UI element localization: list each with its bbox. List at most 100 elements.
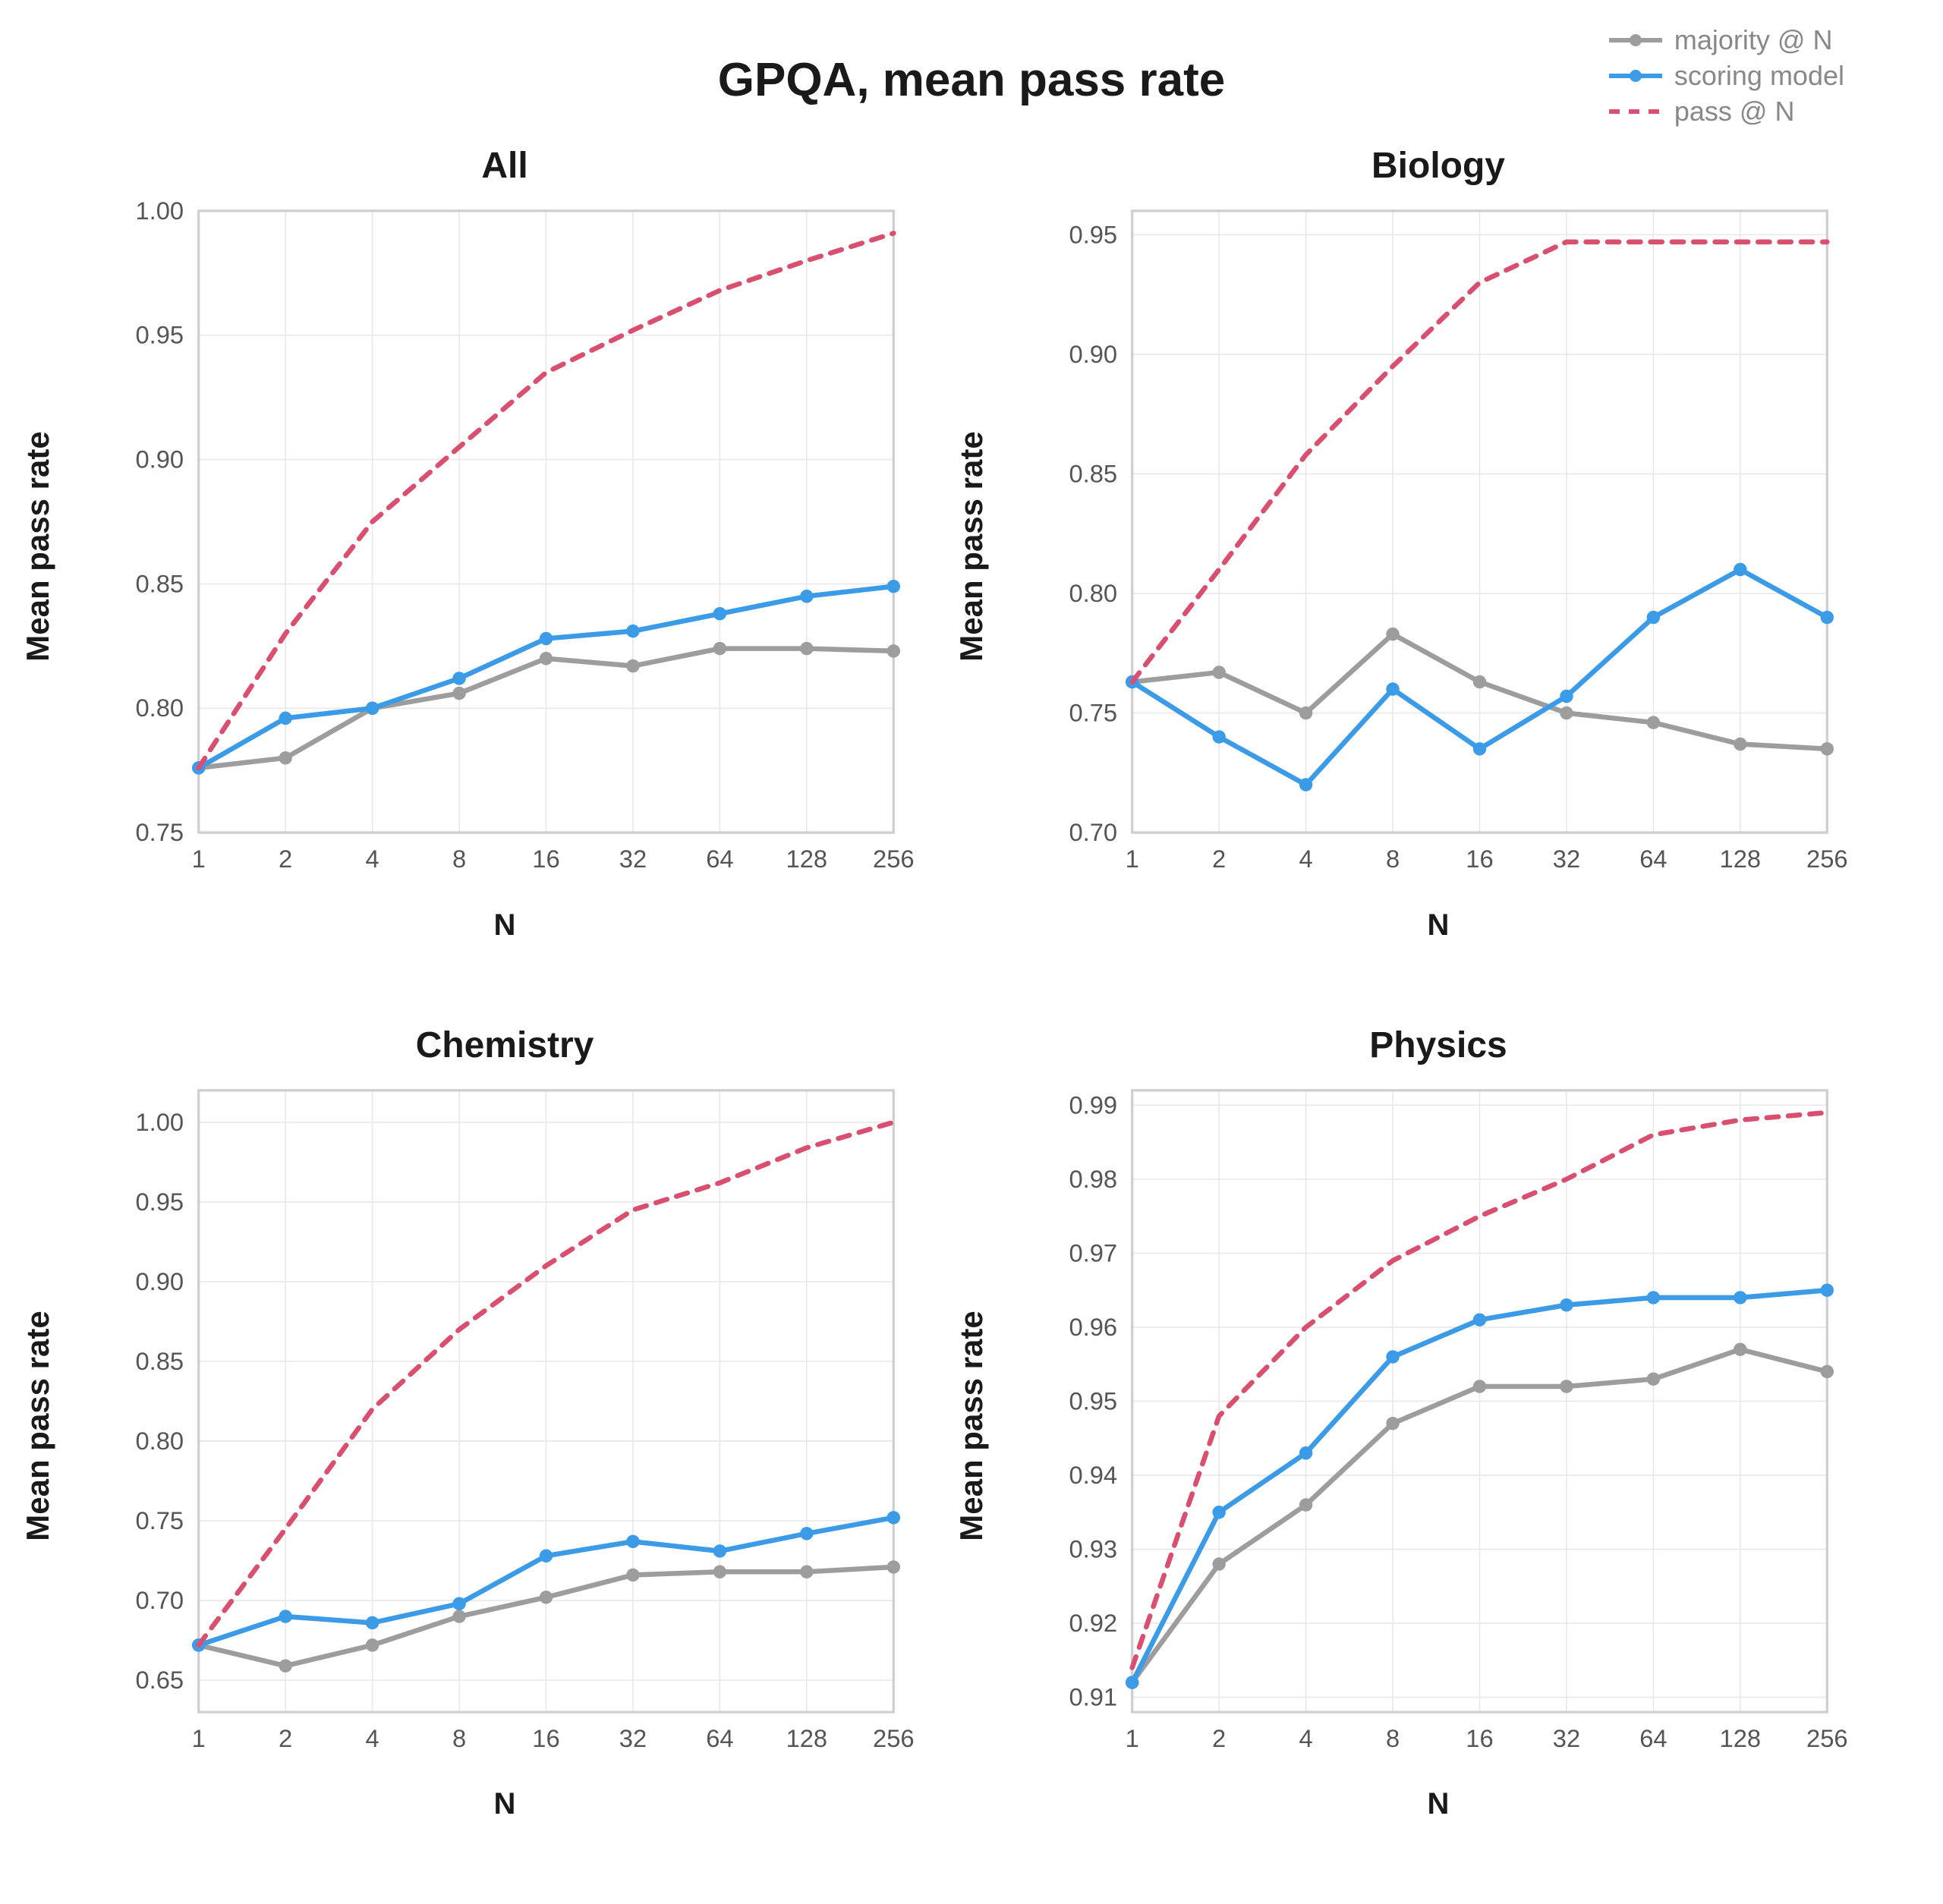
series-marker-scoring — [366, 1616, 379, 1629]
series-marker-scoring — [1299, 1446, 1312, 1459]
series-marker-majority — [800, 642, 813, 655]
svg-text:0.65: 0.65 — [135, 1665, 184, 1693]
chart-svg: 0.700.750.800.850.900.951248163264128256 — [1025, 194, 1852, 899]
series-marker-scoring — [279, 712, 291, 725]
svg-text:0.90: 0.90 — [135, 445, 184, 473]
svg-text:4: 4 — [366, 845, 379, 873]
svg-text:0.85: 0.85 — [135, 1346, 184, 1374]
svg-text:0.95: 0.95 — [135, 321, 184, 349]
series-marker-scoring — [540, 1549, 553, 1562]
series-marker-majority — [1299, 1498, 1312, 1511]
svg-text:4: 4 — [366, 1723, 379, 1751]
svg-text:1: 1 — [192, 845, 206, 873]
svg-text:4: 4 — [1299, 845, 1313, 873]
series-marker-majority — [713, 642, 726, 655]
svg-text:0.70: 0.70 — [135, 1585, 184, 1613]
y-axis-label: Mean pass rate — [20, 1311, 56, 1541]
svg-text:0.80: 0.80 — [1069, 579, 1117, 607]
legend-label: pass @ N — [1674, 94, 1795, 130]
svg-text:8: 8 — [452, 845, 466, 873]
series-marker-scoring — [1821, 611, 1834, 624]
x-axis-label: N — [91, 1787, 918, 1821]
svg-text:16: 16 — [1466, 1723, 1493, 1751]
series-marker-majority — [1734, 738, 1746, 751]
series-marker-scoring — [1647, 1291, 1660, 1304]
series-marker-majority — [1386, 628, 1399, 640]
series-marker-majority — [1212, 666, 1225, 678]
series-marker-majority — [1473, 675, 1486, 688]
series-marker-scoring — [1560, 690, 1573, 703]
legend: majority @ Nscoring modelpass @ N — [1609, 23, 1844, 129]
series-marker-majority — [1647, 716, 1660, 729]
series-marker-majority — [366, 1638, 379, 1651]
svg-text:64: 64 — [1639, 845, 1667, 873]
svg-text:128: 128 — [786, 845, 828, 873]
series-marker-majority — [713, 1565, 726, 1578]
x-axis-label: N — [1025, 908, 1852, 943]
series-marker-majority — [1734, 1342, 1746, 1355]
svg-text:64: 64 — [1639, 1723, 1667, 1751]
series-marker-scoring — [1212, 1506, 1225, 1518]
series-marker-majority — [1473, 1380, 1486, 1393]
svg-text:16: 16 — [532, 845, 559, 873]
series-marker-scoring — [540, 632, 553, 645]
svg-text:16: 16 — [532, 1723, 559, 1751]
legend-label: majority @ N — [1674, 23, 1833, 58]
series-marker-scoring — [366, 702, 379, 715]
svg-text:1.00: 1.00 — [135, 197, 184, 225]
series-marker-scoring — [800, 1527, 813, 1540]
series-marker-majority — [1821, 742, 1834, 755]
panel-title: All — [91, 145, 918, 187]
svg-text:8: 8 — [452, 1723, 466, 1751]
svg-text:0.95: 0.95 — [1069, 1386, 1117, 1415]
y-axis-label: Mean pass rate — [953, 1311, 990, 1541]
chart-panel: ChemistryMean pass rate0.650.700.750.800… — [91, 1024, 918, 1821]
series-marker-scoring — [1212, 730, 1225, 743]
svg-text:0.75: 0.75 — [135, 818, 184, 846]
series-marker-scoring — [1386, 1350, 1399, 1363]
svg-text:0.90: 0.90 — [135, 1267, 184, 1295]
svg-text:0.85: 0.85 — [1069, 459, 1117, 487]
svg-text:0.95: 0.95 — [135, 1187, 184, 1215]
series-marker-scoring — [713, 1544, 726, 1557]
series-marker-majority — [540, 652, 553, 665]
series-marker-scoring — [800, 590, 813, 603]
series-marker-majority — [540, 1591, 553, 1603]
series-marker-majority — [800, 1565, 813, 1578]
svg-text:32: 32 — [1553, 1723, 1580, 1751]
y-axis-label: Mean pass rate — [20, 432, 56, 662]
svg-text:1: 1 — [192, 1723, 206, 1751]
series-marker-scoring — [1473, 1313, 1486, 1326]
svg-text:2: 2 — [1212, 1723, 1226, 1751]
svg-text:8: 8 — [1386, 1723, 1400, 1751]
legend-item: scoring model — [1609, 58, 1844, 94]
svg-text:0.97: 0.97 — [1069, 1238, 1117, 1267]
svg-text:0.98: 0.98 — [1069, 1164, 1117, 1192]
series-marker-scoring — [1734, 563, 1746, 576]
series-marker-scoring — [1821, 1283, 1834, 1296]
series-marker-majority — [887, 1560, 900, 1573]
series-marker-scoring — [279, 1610, 291, 1622]
series-marker-majority — [626, 1568, 639, 1581]
chart-svg: 0.650.700.750.800.850.900.951.0012481632… — [91, 1074, 918, 1779]
svg-text:0.70: 0.70 — [1069, 818, 1117, 846]
legend-item: pass @ N — [1609, 94, 1844, 130]
series-marker-majority — [1299, 707, 1312, 719]
chart-panel: BiologyMean pass rate0.700.750.800.850.9… — [1025, 145, 1852, 941]
legend-item: majority @ N — [1609, 23, 1844, 58]
svg-text:0.93: 0.93 — [1069, 1534, 1117, 1563]
svg-text:2: 2 — [279, 845, 292, 873]
series-marker-scoring — [713, 607, 726, 620]
svg-text:128: 128 — [786, 1723, 828, 1751]
svg-text:0.75: 0.75 — [1069, 698, 1117, 726]
panel-title: Chemistry — [91, 1024, 918, 1066]
svg-text:0.96: 0.96 — [1069, 1312, 1117, 1340]
svg-text:64: 64 — [706, 1723, 733, 1751]
x-axis-label: N — [1025, 1787, 1852, 1821]
series-marker-majority — [1560, 707, 1573, 719]
svg-text:256: 256 — [873, 845, 915, 873]
svg-text:1: 1 — [1126, 845, 1139, 873]
series-marker-scoring — [1126, 1676, 1138, 1688]
series-marker-majority — [626, 659, 639, 672]
svg-text:0.99: 0.99 — [1069, 1090, 1117, 1119]
